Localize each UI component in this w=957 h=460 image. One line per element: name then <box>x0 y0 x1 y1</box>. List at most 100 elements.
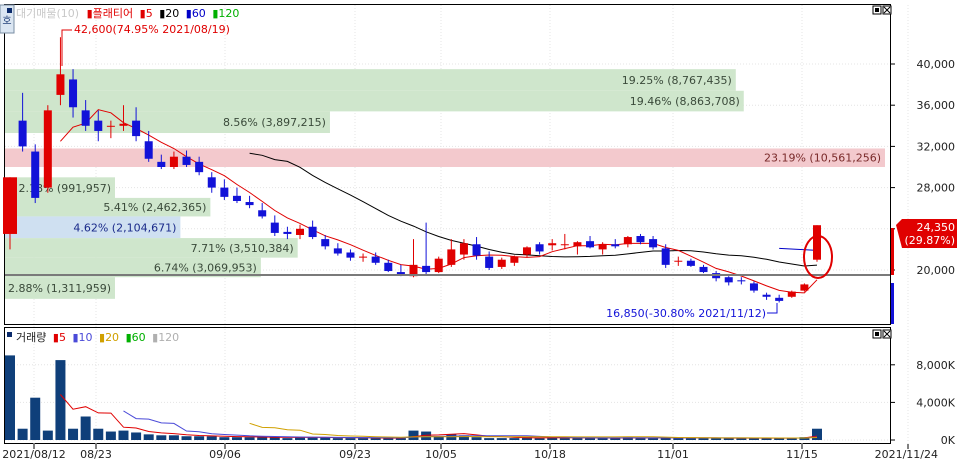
close-icon[interactable] <box>882 5 892 15</box>
candle-body <box>182 156 191 165</box>
candle-body <box>800 284 809 291</box>
volume-close-icon[interactable] <box>882 329 892 339</box>
candle-body <box>169 156 178 167</box>
volume-bar <box>673 438 684 440</box>
candle-body <box>396 272 405 276</box>
candle-body <box>749 283 758 291</box>
candle-body <box>371 256 380 263</box>
volume-bar <box>812 428 822 440</box>
volume-bar <box>648 438 659 440</box>
candle-body <box>535 244 544 252</box>
volume-bar <box>30 397 41 440</box>
volume-tick-label: 8,000K <box>916 359 955 372</box>
candle-body <box>106 125 115 127</box>
legend-period-120: 120 <box>218 7 239 20</box>
candle-body <box>56 74 65 95</box>
current-price-marker: 24,350 (29.87%) <box>891 219 957 324</box>
candle-body <box>232 195 241 201</box>
volume-bar <box>585 438 596 440</box>
volume-bar <box>244 437 255 440</box>
candle-body <box>775 297 784 301</box>
time-tick-label: 2021/08/12 <box>2 448 65 460</box>
candle-body <box>18 120 27 147</box>
candle-body <box>636 236 645 243</box>
volume-bar <box>358 438 369 440</box>
volume-profile-bar <box>5 90 744 112</box>
volume-bar <box>80 416 91 440</box>
ma20-line <box>249 152 818 267</box>
volume-bar <box>68 428 79 440</box>
candle-body <box>674 260 683 262</box>
legend-params: (10) <box>56 7 79 20</box>
svg-text:호: 호 <box>2 15 11 27</box>
volume-chart-frame <box>4 327 891 444</box>
volume-bar <box>181 436 192 440</box>
axis-labels: 40,00036,00032,00028,00024,00020,0008,00… <box>2 58 955 460</box>
candle-body <box>195 161 204 173</box>
candle-body <box>686 260 695 266</box>
price-tick-label: 28,000 <box>917 182 956 195</box>
volume-bar <box>496 438 507 440</box>
volume-panel-marker-icon <box>7 332 12 337</box>
candle-body <box>699 266 708 273</box>
candle-body <box>649 239 658 248</box>
current-price-change: (29.87%) <box>904 234 955 247</box>
candle-body <box>69 79 78 108</box>
volume-profile-bar <box>5 238 298 258</box>
volume-bar <box>534 438 545 440</box>
time-tick-label: 08/23 <box>80 448 112 460</box>
candle-body <box>573 242 582 247</box>
candle-body <box>308 226 317 238</box>
volume-bar <box>118 430 129 440</box>
volume-profile-bar <box>5 148 885 167</box>
volume-bar <box>748 438 759 440</box>
main-legend: 대기매물(10) ▮플래티어 ▮5 ▮20 ▮60 ▮120 <box>16 7 239 20</box>
volume-minimize-icon[interactable] <box>872 329 882 339</box>
volume-bar <box>685 438 696 440</box>
candle-body <box>346 252 355 258</box>
candle-body <box>560 244 569 246</box>
price-tick-label: 32,000 <box>917 140 956 153</box>
volume-profile-label: 4.62% (2,104,671) <box>73 221 176 234</box>
volume-bar <box>143 434 154 440</box>
candle-body <box>598 244 607 250</box>
volume-bar <box>93 428 104 440</box>
candle-body <box>296 228 305 235</box>
volume-bar <box>723 438 734 440</box>
volume-bar <box>622 437 633 440</box>
volume-bar <box>42 430 53 440</box>
volume-legend-prefix: 거래량 <box>16 331 46 344</box>
volume-profile-bar <box>5 257 261 278</box>
volume-bar <box>572 438 583 440</box>
low-annotation: 16,850(-30.80% 2021/11/12) <box>606 303 778 320</box>
volume-profile-bar <box>5 216 181 239</box>
candle-body <box>485 256 494 268</box>
candle-body <box>447 249 456 265</box>
ma60-line <box>779 247 818 251</box>
minimize-icon[interactable] <box>872 5 882 15</box>
volume-bar <box>597 438 608 440</box>
volume-bar <box>282 438 293 440</box>
volume-profile-bar <box>5 69 736 91</box>
candle-body <box>548 243 557 246</box>
volume-bar <box>206 436 217 440</box>
volume-bar <box>521 437 532 440</box>
candle-body <box>724 277 733 283</box>
volume-bar <box>383 438 394 440</box>
volume-bar <box>131 432 142 440</box>
candle-body <box>3 177 17 234</box>
volume-legend-120: 120 <box>158 331 179 344</box>
volume-profile-label: 5.41% (2,462,365) <box>103 201 206 214</box>
time-tick-label: 11/15 <box>786 448 818 460</box>
volume-legend-60: 60 <box>132 331 146 344</box>
candle-body <box>119 123 128 126</box>
volume-legend-5: 5 <box>59 331 66 344</box>
volume-bar <box>559 438 570 440</box>
candle-body <box>384 262 393 272</box>
low-annotation-label: 16,850(-30.80% 2021/11/12) <box>606 307 766 320</box>
price-tick-label: 20,000 <box>917 264 956 277</box>
volume-bar <box>194 436 205 440</box>
candle-body <box>81 110 90 126</box>
volume-bar <box>736 438 747 440</box>
candle-body <box>333 248 342 254</box>
